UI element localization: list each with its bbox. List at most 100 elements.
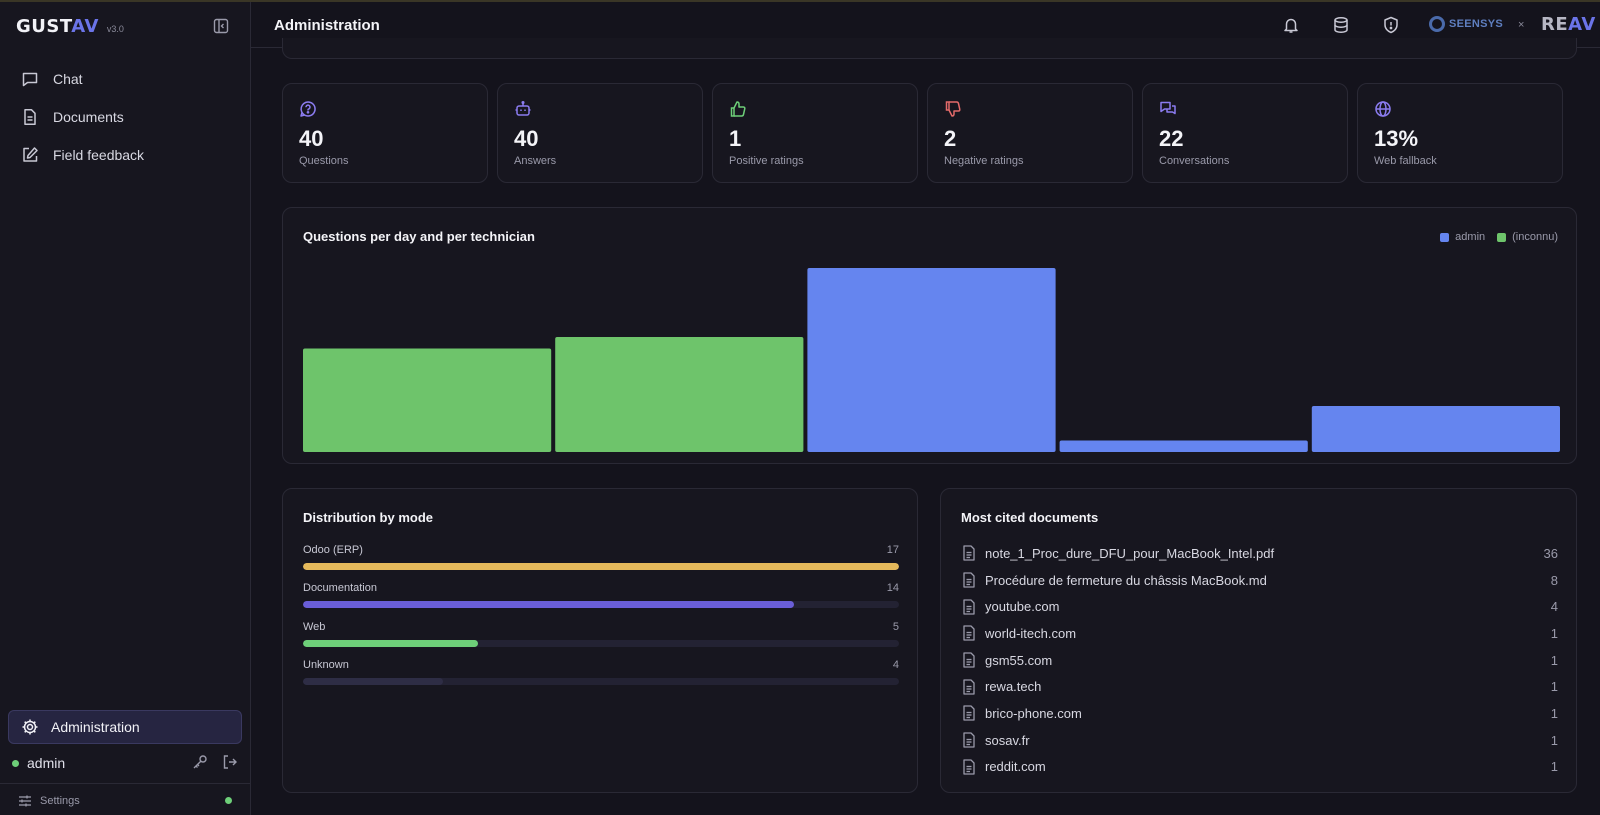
citation-count: 1 xyxy=(1550,732,1558,748)
distribution-value: 14 xyxy=(886,582,899,595)
chart-legend: admin (inconnu) xyxy=(1440,231,1558,243)
app-version: v3.0 xyxy=(106,24,124,34)
distribution-label: Unknown xyxy=(303,658,349,671)
legend-swatch xyxy=(1440,232,1450,242)
distribution-bar-track xyxy=(303,639,899,647)
chart-bar[interactable] xyxy=(1059,440,1308,453)
username: admin xyxy=(27,755,66,771)
kpi-card-conversations: 22 Conversations xyxy=(1142,83,1348,183)
bell-icon[interactable] xyxy=(1282,16,1300,34)
chart-bar[interactable] xyxy=(303,348,552,453)
gear-icon xyxy=(21,718,39,736)
sidebar-item-chat[interactable]: Chat xyxy=(12,60,242,98)
scrolled-card-edge xyxy=(282,38,1577,59)
cited-document-row[interactable]: reddit.com 1 xyxy=(962,754,1558,781)
cited-document-row[interactable]: gsm55.com 1 xyxy=(962,647,1558,674)
sliders-icon xyxy=(18,794,32,808)
document-name: sosav.fr xyxy=(985,732,1030,748)
distribution-title: Distribution by mode xyxy=(303,510,433,525)
legend-item-inconnu[interactable]: (inconnu) xyxy=(1497,231,1558,243)
cited-documents-card: Most cited documents note_1_Proc_dure_DF… xyxy=(940,488,1577,793)
citation-count: 4 xyxy=(1550,599,1558,615)
cited-documents-title: Most cited documents xyxy=(961,510,1099,525)
kpi-label: Positive ratings xyxy=(729,155,804,167)
globe-icon xyxy=(1374,100,1392,118)
kpi-value: 2 xyxy=(944,126,957,151)
kpi-label: Questions xyxy=(299,155,349,167)
collapse-sidebar-icon[interactable] xyxy=(213,18,229,34)
file-icon xyxy=(962,545,976,561)
file-icon xyxy=(962,599,976,615)
distribution-bar-track xyxy=(303,677,899,685)
cited-document-row[interactable]: youtube.com 4 xyxy=(962,593,1558,620)
distribution-card: Distribution by mode Odoo (ERP) 17 Documen… xyxy=(282,488,918,793)
distribution-label: Web xyxy=(303,620,326,633)
document-name: rewa.tech xyxy=(985,679,1042,695)
legend-item-admin[interactable]: admin xyxy=(1440,231,1485,243)
citation-count: 1 xyxy=(1550,625,1558,641)
seensys-logo-icon xyxy=(1429,16,1445,32)
brand-separator: × xyxy=(1518,19,1525,31)
file-icon xyxy=(962,572,976,588)
user-row: admin xyxy=(12,752,238,774)
distribution-bar-track xyxy=(303,563,899,570)
chat-icon xyxy=(21,70,39,88)
file-icon xyxy=(962,732,976,748)
kpi-card-answers: 40 Answers xyxy=(497,83,703,183)
sidebar-item-documents[interactable]: Documents xyxy=(12,98,242,136)
thumbs-down-icon xyxy=(944,100,962,118)
chart-bar[interactable] xyxy=(807,268,1056,452)
thumbs-up-icon xyxy=(729,100,747,118)
document-name: world-itech.com xyxy=(985,625,1077,641)
distribution-bar-fill xyxy=(303,639,479,647)
settings-row[interactable]: Settings xyxy=(0,783,250,815)
document-name: brico-phone.com xyxy=(985,705,1082,721)
key-icon[interactable] xyxy=(192,754,208,773)
distribution-bar-fill xyxy=(303,677,444,685)
database-icon[interactable] xyxy=(1332,16,1350,34)
chart-bar[interactable] xyxy=(555,337,804,452)
kpi-value: 40 xyxy=(299,126,324,151)
window-top-border xyxy=(0,0,1600,2)
citation-count: 8 xyxy=(1550,572,1558,588)
cited-document-row[interactable]: rewa.tech 1 xyxy=(962,673,1558,700)
bar-chart xyxy=(303,268,1560,453)
conversations-icon xyxy=(1159,100,1177,118)
sidebar-item-label: Field feedback xyxy=(53,147,145,163)
shield-icon[interactable] xyxy=(1382,16,1400,34)
cited-document-row[interactable]: world-itech.com 1 xyxy=(962,620,1558,647)
chart-bar[interactable] xyxy=(1311,406,1560,452)
question-bubble-icon xyxy=(299,100,317,118)
sidebar: GUSTAV v3.0 Chat Documents Field feedbac… xyxy=(0,2,251,815)
kpi-value: 22 xyxy=(1159,126,1184,151)
citation-count: 1 xyxy=(1550,759,1558,775)
sidebar-item-administration[interactable]: Administration xyxy=(8,710,242,744)
distribution-label: Documentation xyxy=(303,582,377,595)
app-logo[interactable]: GUSTAV v3.0 xyxy=(16,16,124,40)
settings-status-dot xyxy=(225,797,232,804)
distribution-bar-fill xyxy=(303,563,899,570)
file-icon xyxy=(962,652,976,668)
bot-icon xyxy=(514,100,532,118)
document-name: Procédure de fermeture du châssis MacBoo… xyxy=(985,572,1267,588)
partner-logo-seensys: SEENSYS xyxy=(1429,16,1503,32)
cited-document-row[interactable]: sosav.fr 1 xyxy=(962,727,1558,754)
cited-documents-list: note_1_Proc_dure_DFU_pour_MacBook_Intel.… xyxy=(962,540,1558,780)
citation-count: 1 xyxy=(1550,652,1558,668)
file-icon xyxy=(962,625,976,642)
cited-document-row[interactable]: brico-phone.com 1 xyxy=(962,700,1558,727)
logout-icon[interactable] xyxy=(222,754,238,773)
kpi-label: Web fallback xyxy=(1374,155,1437,167)
legend-swatch xyxy=(1497,232,1507,242)
file-icon xyxy=(962,705,976,722)
distribution-value: 4 xyxy=(892,658,899,671)
cited-document-row[interactable]: note_1_Proc_dure_DFU_pour_MacBook_Intel.… xyxy=(962,540,1558,567)
online-status-dot xyxy=(12,759,19,767)
cited-document-row[interactable]: Procédure de fermeture du châssis MacBoo… xyxy=(962,567,1558,594)
distribution-value: 5 xyxy=(892,620,899,633)
chart-title: Questions per day and per technician xyxy=(303,229,535,244)
kpi-card-web-fallback: 13% Web fallback xyxy=(1357,83,1563,183)
document-name: note_1_Proc_dure_DFU_pour_MacBook_Intel.… xyxy=(985,545,1275,561)
questions-chart-card: Questions per day and per technician adm… xyxy=(282,207,1577,464)
sidebar-item-field-feedback[interactable]: Field feedback xyxy=(12,136,242,174)
